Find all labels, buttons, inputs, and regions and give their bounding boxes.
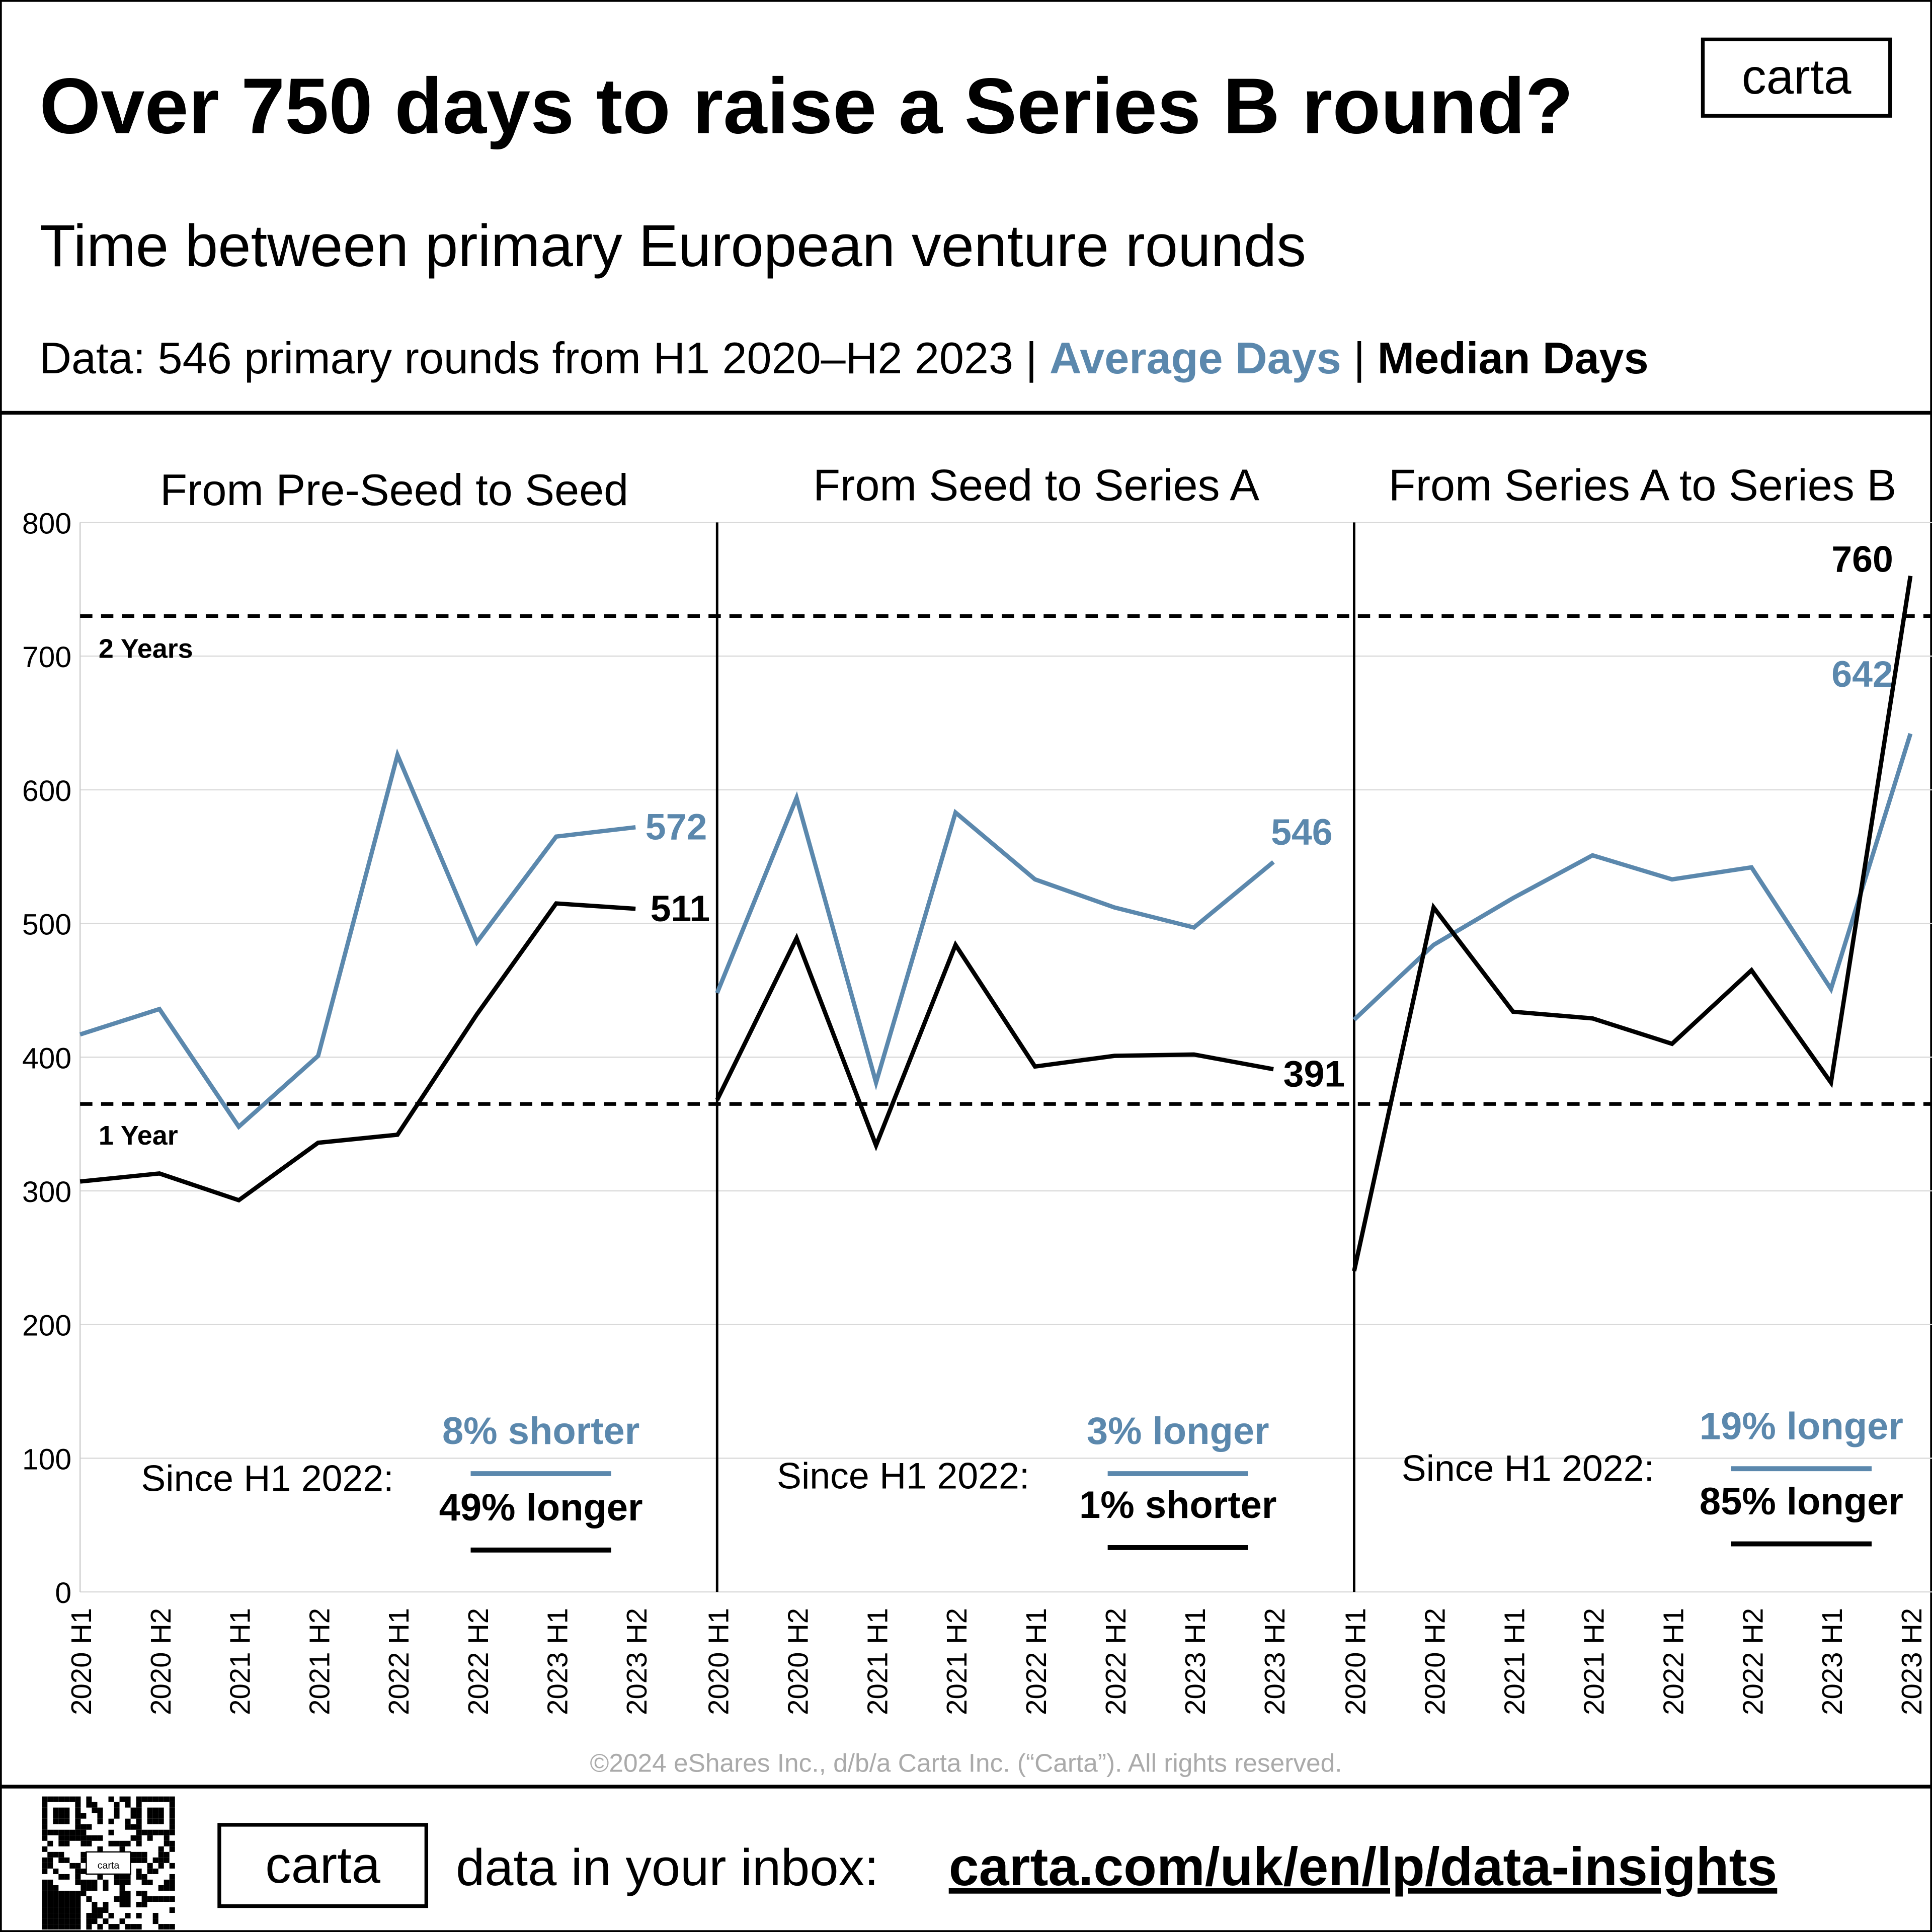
average-change-label: 19% longer (1700, 1405, 1903, 1447)
x-tick-label: 2023 H1 (1179, 1608, 1211, 1715)
x-tick-label: 2023 H1 (1816, 1608, 1848, 1715)
end-value-label: 391 (1283, 1053, 1345, 1094)
x-tick-label: 2021 H1 (224, 1608, 256, 1715)
y-tick-label: 700 (22, 641, 71, 674)
x-tick-label: 2023 H2 (621, 1608, 653, 1715)
x-tick-label: 2020 H1 (65, 1608, 97, 1715)
carta-logo: carta (1701, 37, 1892, 118)
average-days-line (1352, 733, 1913, 1021)
chart-area: 0 100 200 300 400 500 600 700 800 2 Years 1 Year Fr… (22, 460, 1932, 1715)
footer-carta-logo: carta (217, 1823, 429, 1908)
x-tick-label: 2022 H1 (1020, 1608, 1052, 1715)
median-change-label: 49% longer (439, 1486, 643, 1529)
panel-title: From Pre-Seed to Seed (160, 465, 628, 515)
svg-text:carta: carta (98, 1860, 120, 1871)
x-tick-label: 2021 H2 (303, 1608, 335, 1715)
legend-average: Average Days (1050, 333, 1341, 383)
x-tick-label: 2021 H2 (941, 1608, 973, 1715)
median-change-label: 85% longer (1700, 1480, 1903, 1523)
y-tick-label: 100 (22, 1443, 71, 1476)
x-tick-label: 2023 H2 (1896, 1608, 1927, 1715)
end-value-label: 546 (1271, 811, 1333, 853)
end-value-label: 511 (651, 888, 710, 929)
since-label: Since H1 2022: (141, 1457, 393, 1499)
reference-label: 1 Year (99, 1120, 178, 1151)
median-change-label: 1% shorter (1079, 1484, 1276, 1526)
x-tick-label: 2022 H2 (462, 1608, 494, 1715)
x-tick-label: 2021 H1 (1498, 1608, 1530, 1715)
subtitle: Time between primary European venture ro… (39, 213, 1306, 279)
panel-title: From Seed to Series A (813, 460, 1259, 510)
average-days-line (715, 791, 1275, 1091)
y-tick-label: 800 (22, 507, 71, 540)
x-tick-label: 2022 H1 (1657, 1608, 1689, 1715)
x-tick-label: 2023 H2 (1259, 1608, 1291, 1715)
panel-title: From Series A to Series B (1389, 460, 1896, 510)
x-tick-label: 2020 H2 (782, 1608, 814, 1715)
end-value-label: 642 (1831, 653, 1893, 695)
reference-label: 2 Years (99, 634, 193, 664)
x-tick-label: 2020 H2 (1419, 1608, 1451, 1715)
y-tick-label: 300 (22, 1176, 71, 1209)
median-days-line (1352, 575, 1913, 1272)
y-tick-label: 400 (22, 1042, 71, 1075)
end-value-label: 572 (646, 806, 707, 848)
page-title: Over 750 days to raise a Series B round? (39, 62, 1573, 150)
y-tick-label: 500 (22, 909, 71, 941)
y-tick-label: 0 (55, 1577, 71, 1609)
x-tick-label: 2022 H2 (1100, 1608, 1132, 1715)
x-tick-label: 2021 H1 (861, 1608, 893, 1715)
legend-median: Median Days (1378, 333, 1649, 383)
x-tick-label: 2020 H2 (145, 1608, 177, 1715)
x-tick-label: 2022 H1 (383, 1608, 415, 1715)
footer-link[interactable]: carta.com/uk/en/lp/data-insights (949, 1836, 1778, 1897)
qr-code[interactable]: carta (42, 1796, 175, 1930)
end-value-label: 760 (1831, 538, 1893, 580)
median-days-line (715, 933, 1274, 1152)
average-change-label: 3% longer (1087, 1410, 1269, 1453)
copyright: ©2024 eShares Inc., d/b/a Carta Inc. (“C… (590, 1748, 1342, 1778)
x-tick-label: 2020 H1 (1339, 1608, 1371, 1715)
average-change-label: 8% shorter (442, 1410, 639, 1453)
footer-cta: data in your inbox: (456, 1838, 878, 1896)
since-label: Since H1 2022: (1402, 1447, 1654, 1489)
x-tick-label: 2021 H2 (1578, 1608, 1609, 1715)
svg-text:carta: carta (265, 1836, 380, 1894)
average-days-line (79, 748, 636, 1130)
x-tick-label: 2022 H2 (1737, 1608, 1768, 1715)
median-days-line (79, 901, 636, 1203)
x-tick-label: 2023 H1 (542, 1608, 574, 1715)
y-tick-label: 200 (22, 1310, 71, 1342)
x-tick-label: 2020 H1 (702, 1608, 734, 1715)
since-label: Since H1 2022: (777, 1455, 1029, 1496)
data-note: Data: 546 primary rounds from H1 2020–H2… (39, 333, 1648, 383)
svg-text:carta: carta (1742, 49, 1852, 104)
y-tick-label: 600 (22, 775, 71, 808)
